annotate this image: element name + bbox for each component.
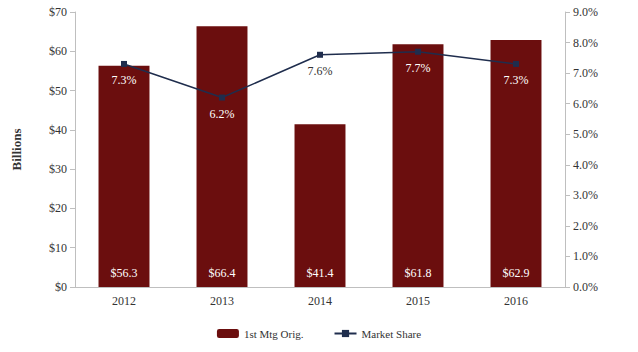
svg-text:3.0%: 3.0%	[573, 188, 598, 202]
svg-text:$30: $30	[49, 162, 67, 176]
svg-text:2013: 2013	[210, 294, 234, 308]
svg-text:$50: $50	[49, 84, 67, 98]
svg-text:$40: $40	[49, 123, 67, 137]
svg-text:7.3%: 7.3%	[504, 73, 529, 87]
svg-text:7.0%: 7.0%	[573, 66, 598, 80]
svg-text:2015: 2015	[406, 294, 430, 308]
svg-text:$66.4: $66.4	[209, 266, 236, 280]
svg-text:2.0%: 2.0%	[573, 219, 598, 233]
svg-text:$70: $70	[49, 5, 67, 19]
svg-text:$56.3: $56.3	[111, 266, 138, 280]
svg-text:$20: $20	[49, 201, 67, 215]
svg-text:9.0%: 9.0%	[573, 5, 598, 19]
svg-text:$60: $60	[49, 44, 67, 58]
svg-text:2012: 2012	[112, 294, 136, 308]
svg-text:5.0%: 5.0%	[573, 127, 598, 141]
svg-text:2016: 2016	[504, 294, 528, 308]
svg-text:2014: 2014	[308, 294, 332, 308]
svg-text:Market Share: Market Share	[362, 328, 422, 340]
svg-text:6.2%: 6.2%	[210, 107, 235, 121]
svg-text:Billions: Billions	[9, 129, 24, 171]
svg-text:$10: $10	[49, 241, 67, 255]
svg-text:0.0%: 0.0%	[573, 280, 598, 294]
svg-text:1.0%: 1.0%	[573, 249, 598, 263]
svg-text:8.0%: 8.0%	[573, 36, 598, 50]
svg-text:$0: $0	[55, 280, 67, 294]
svg-text:7.7%: 7.7%	[406, 61, 431, 75]
svg-text:7.3%: 7.3%	[112, 73, 137, 87]
svg-text:4.0%: 4.0%	[573, 158, 598, 172]
svg-text:7.6%: 7.6%	[308, 64, 333, 78]
svg-text:$61.8: $61.8	[405, 266, 432, 280]
svg-text:6.0%: 6.0%	[573, 97, 598, 111]
svg-text:$41.4: $41.4	[307, 266, 334, 280]
svg-text:1st Mtg Orig.: 1st Mtg Orig.	[244, 328, 304, 340]
svg-text:$62.9: $62.9	[503, 266, 530, 280]
